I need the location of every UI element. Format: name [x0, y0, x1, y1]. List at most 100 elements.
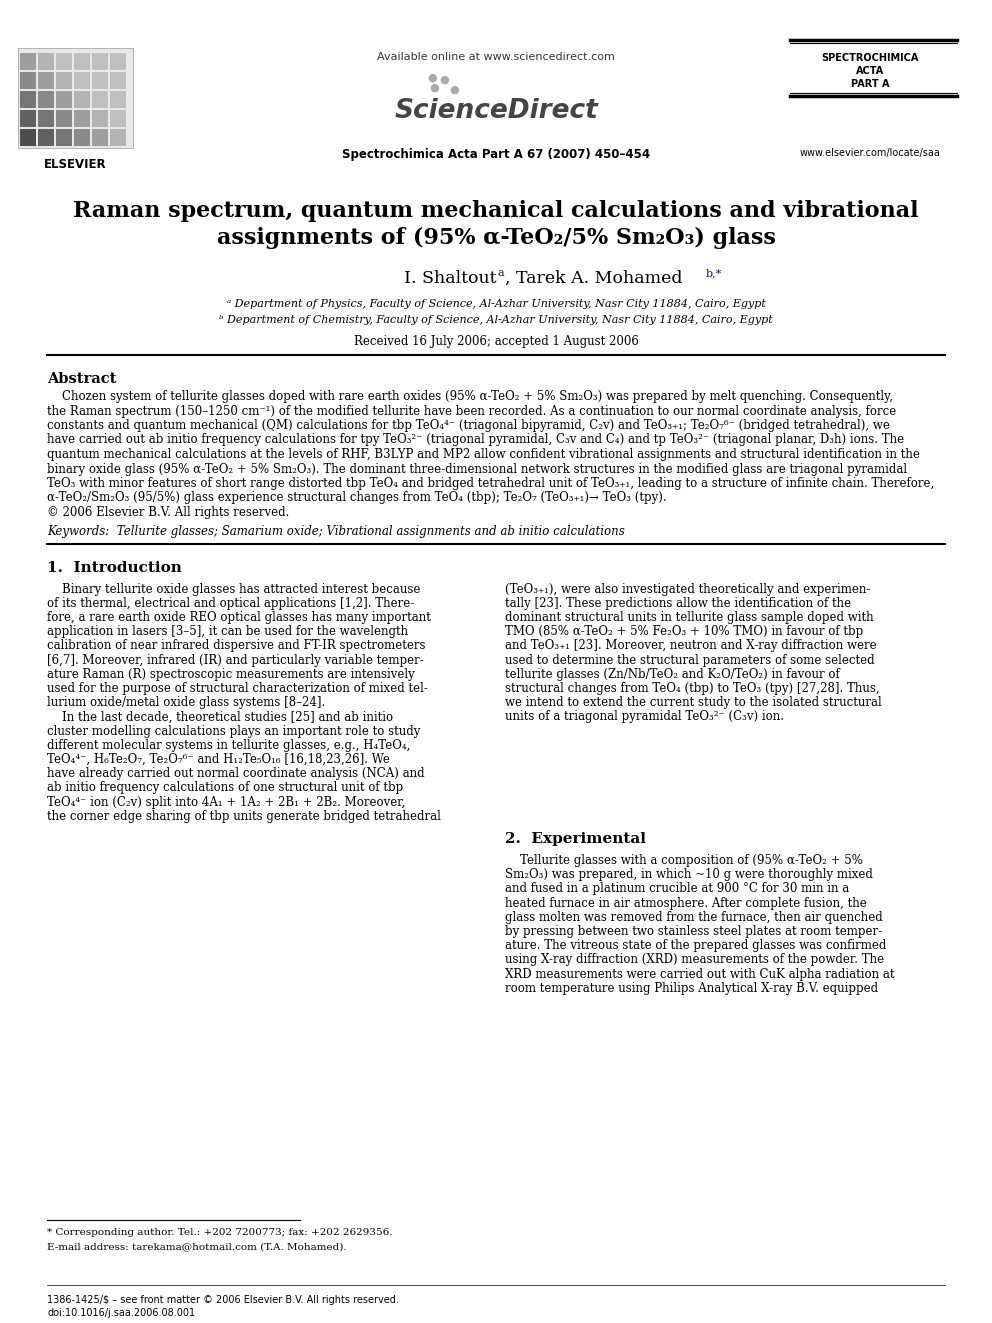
Text: have carried out ab initio frequency calculations for tpy TeO₃²⁻ (triagonal pyra: have carried out ab initio frequency cal… — [47, 434, 904, 446]
Bar — [74, 91, 90, 108]
Text: ●: ● — [449, 85, 459, 95]
Text: the Raman spectrum (150–1250 cm⁻¹) of the modified tellurite have been recorded.: the Raman spectrum (150–1250 cm⁻¹) of th… — [47, 405, 896, 418]
Text: ●: ● — [428, 73, 436, 83]
Text: Raman spectrum, quantum mechanical calculations and vibrational: Raman spectrum, quantum mechanical calcu… — [73, 200, 919, 222]
Text: www.elsevier.com/locate/saa: www.elsevier.com/locate/saa — [800, 148, 940, 157]
Text: used to determine the structural parameters of some selected: used to determine the structural paramet… — [505, 654, 875, 667]
Bar — [74, 130, 90, 146]
Text: TeO₄⁴⁻, H₆Te₂O₇, Te₂O₇⁶⁻ and H₁₂Te₅O₁₆ [16,18,23,26]. We: TeO₄⁴⁻, H₆Te₂O₇, Te₂O₇⁶⁻ and H₁₂Te₅O₁₆ [… — [47, 753, 390, 766]
Text: ACTA: ACTA — [856, 66, 884, 75]
Bar — [38, 91, 54, 108]
Text: Received 16 July 2006; accepted 1 August 2006: Received 16 July 2006; accepted 1 August… — [353, 335, 639, 348]
Bar — [20, 110, 36, 127]
Text: fore, a rare earth oxide REO optical glasses has many important: fore, a rare earth oxide REO optical gla… — [47, 611, 431, 624]
Bar — [20, 130, 36, 146]
Text: the corner edge sharing of tbp units generate bridged tetrahedral: the corner edge sharing of tbp units gen… — [47, 810, 440, 823]
Text: heated furnace in air atmosphere. After complete fusion, the: heated furnace in air atmosphere. After … — [505, 897, 867, 909]
Bar — [92, 53, 108, 70]
Text: ab initio frequency calculations of one structural unit of tbp: ab initio frequency calculations of one … — [47, 782, 404, 794]
Bar — [56, 53, 72, 70]
Text: of its thermal, electrical and optical applications [1,2]. There-: of its thermal, electrical and optical a… — [47, 597, 415, 610]
Text: TMO (85% α-TeO₂ + 5% Fe₂O₃ + 10% TMO) in favour of tbp: TMO (85% α-TeO₂ + 5% Fe₂O₃ + 10% TMO) in… — [505, 624, 863, 638]
Bar — [92, 130, 108, 146]
Text: b,*: b,* — [706, 269, 722, 278]
Text: ●: ● — [439, 75, 448, 85]
Bar — [18, 48, 133, 148]
Text: 1386-1425/$ – see front matter © 2006 Elsevier B.V. All rights reserved.: 1386-1425/$ – see front matter © 2006 El… — [47, 1295, 399, 1304]
Bar — [74, 110, 90, 127]
Bar — [92, 91, 108, 108]
Bar — [110, 91, 126, 108]
Text: calibration of near infrared dispersive and FT-IR spectrometers: calibration of near infrared dispersive … — [47, 639, 426, 652]
Text: by pressing between two stainless steel plates at room temper-: by pressing between two stainless steel … — [505, 925, 882, 938]
Text: units of a triagonal pyramidal TeO₃²⁻ (C₃v) ion.: units of a triagonal pyramidal TeO₃²⁻ (C… — [505, 710, 784, 724]
Text: we intend to extend the current study to the isolated structural: we intend to extend the current study to… — [505, 696, 882, 709]
Text: using X-ray diffraction (XRD) measurements of the powder. The: using X-ray diffraction (XRD) measuremen… — [505, 954, 884, 966]
Text: © 2006 Elsevier B.V. All rights reserved.: © 2006 Elsevier B.V. All rights reserved… — [47, 505, 290, 519]
Text: * Corresponding author. Tel.: +202 7200773; fax: +202 2629356.: * Corresponding author. Tel.: +202 72007… — [47, 1228, 393, 1237]
Bar — [92, 71, 108, 89]
Text: E-mail address: tarekama@hotmail.com (T.A. Mohamed).: E-mail address: tarekama@hotmail.com (T.… — [47, 1242, 346, 1252]
Text: ELSEVIER: ELSEVIER — [44, 157, 106, 171]
Text: Keywords:  Tellurite glasses; Samarium oxide; Vibrational assignments and ab ini: Keywords: Tellurite glasses; Samarium ox… — [47, 525, 625, 538]
Bar — [56, 130, 72, 146]
Text: I. Shaltout: I. Shaltout — [404, 270, 496, 287]
Text: 2.  Experimental: 2. Experimental — [505, 832, 646, 845]
Text: ᵇ Department of Chemistry, Faculty of Science, Al-Azhar University, Nasr City 11: ᵇ Department of Chemistry, Faculty of Sc… — [219, 315, 773, 325]
Text: ScienceDirect: ScienceDirect — [394, 98, 598, 124]
Bar — [74, 71, 90, 89]
Text: tally [23]. These predictions allow the identification of the: tally [23]. These predictions allow the … — [505, 597, 851, 610]
Text: XRD measurements were carried out with CuK alpha radiation at: XRD measurements were carried out with C… — [505, 967, 895, 980]
Text: quantum mechanical calculations at the levels of RHF, B3LYP and MP2 allow confid: quantum mechanical calculations at the l… — [47, 448, 920, 460]
Text: PART A: PART A — [851, 79, 889, 89]
Bar — [20, 53, 36, 70]
Text: a: a — [497, 269, 504, 278]
Text: different molecular systems in tellurite glasses, e.g., H₄TeO₄,: different molecular systems in tellurite… — [47, 738, 411, 751]
Text: glass molten was removed from the furnace, then air quenched: glass molten was removed from the furnac… — [505, 910, 883, 923]
Bar — [56, 91, 72, 108]
Text: and TeO₃₊₁ [23]. Moreover, neutron and X-ray diffraction were: and TeO₃₊₁ [23]. Moreover, neutron and X… — [505, 639, 877, 652]
Bar — [20, 71, 36, 89]
Text: Abstract: Abstract — [47, 372, 116, 386]
Text: assignments of (95% α-TeO₂/5% Sm₂O₃) glass: assignments of (95% α-TeO₂/5% Sm₂O₃) gla… — [216, 228, 776, 249]
Text: SPECTROCHIMICA: SPECTROCHIMICA — [821, 53, 919, 64]
Text: In the last decade, theoretical studies [25] and ab initio: In the last decade, theoretical studies … — [47, 710, 393, 724]
Text: and fused in a platinum crucible at 900 °C for 30 min in a: and fused in a platinum crucible at 900 … — [505, 882, 849, 896]
Text: , Tarek A. Mohamed: , Tarek A. Mohamed — [505, 270, 682, 287]
Text: dominant structural units in tellurite glass sample doped with: dominant structural units in tellurite g… — [505, 611, 874, 624]
Text: binary oxide glass (95% α-TeO₂ + 5% Sm₂O₃). The dominant three-dimensional netwo: binary oxide glass (95% α-TeO₂ + 5% Sm₂O… — [47, 463, 907, 475]
Text: Spectrochimica Acta Part A 67 (2007) 450–454: Spectrochimica Acta Part A 67 (2007) 450… — [342, 148, 650, 161]
Bar — [38, 53, 54, 70]
Bar — [110, 71, 126, 89]
Bar — [38, 71, 54, 89]
Text: (TeO₃₊₁), were also investigated theoretically and experimen-: (TeO₃₊₁), were also investigated theoret… — [505, 582, 870, 595]
Text: TeO₄⁴⁻ ion (C₂v) split into 4A₁ + 1A₂ + 2B₁ + 2B₂. Moreover,: TeO₄⁴⁻ ion (C₂v) split into 4A₁ + 1A₂ + … — [47, 795, 406, 808]
Text: structural changes from TeO₄ (tbp) to TeO₃ (tpy) [27,28]. Thus,: structural changes from TeO₄ (tbp) to Te… — [505, 681, 880, 695]
Text: ature Raman (R) spectroscopic measurements are intensively: ature Raman (R) spectroscopic measuremen… — [47, 668, 415, 681]
Text: room temperature using Philips Analytical X-ray B.V. equipped: room temperature using Philips Analytica… — [505, 982, 878, 995]
Text: ●: ● — [430, 83, 438, 93]
Text: doi:10.1016/j.saa.2006.08.001: doi:10.1016/j.saa.2006.08.001 — [47, 1308, 195, 1318]
Text: Tellurite glasses with a composition of (95% α-TeO₂ + 5%: Tellurite glasses with a composition of … — [505, 853, 863, 867]
Bar — [92, 110, 108, 127]
Bar — [110, 130, 126, 146]
Text: 1.  Introduction: 1. Introduction — [47, 561, 182, 574]
Text: α-TeO₂/Sm₂O₃ (95/5%) glass experience structural changes from TeO₄ (tbp); Te₂O₇ : α-TeO₂/Sm₂O₃ (95/5%) glass experience st… — [47, 492, 667, 504]
Text: cluster modelling calculations plays an important role to study: cluster modelling calculations plays an … — [47, 725, 421, 737]
Text: tellurite glasses (Zn/Nb/TeO₂ and K₂O/TeO₂) in favour of: tellurite glasses (Zn/Nb/TeO₂ and K₂O/Te… — [505, 668, 840, 681]
Text: Sm₂O₃) was prepared, in which ~10 g were thoroughly mixed: Sm₂O₃) was prepared, in which ~10 g were… — [505, 868, 873, 881]
Text: ᵃ Department of Physics, Faculty of Science, Al-Azhar University, Nasr City 1188: ᵃ Department of Physics, Faculty of Scie… — [226, 299, 766, 310]
Bar — [74, 53, 90, 70]
Bar — [56, 110, 72, 127]
Bar — [56, 71, 72, 89]
Text: [6,7]. Moreover, infrared (IR) and particularly variable temper-: [6,7]. Moreover, infrared (IR) and parti… — [47, 654, 424, 667]
Text: constants and quantum mechanical (QM) calculations for tbp TeO₄⁴⁻ (triagonal bip: constants and quantum mechanical (QM) ca… — [47, 419, 890, 433]
Text: TeO₃ with minor features of short range distorted tbp TeO₄ and bridged tetrahedr: TeO₃ with minor features of short range … — [47, 478, 934, 490]
Text: have already carried out normal coordinate analysis (NCA) and: have already carried out normal coordina… — [47, 767, 425, 781]
Bar — [38, 110, 54, 127]
Text: used for the purpose of structural characterization of mixed tel-: used for the purpose of structural chara… — [47, 681, 428, 695]
Bar — [110, 53, 126, 70]
Text: application in lasers [3–5], it can be used for the wavelength: application in lasers [3–5], it can be u… — [47, 624, 408, 638]
Text: lurium oxide/metal oxide glass systems [8–24].: lurium oxide/metal oxide glass systems [… — [47, 696, 325, 709]
Text: ature. The vitreous state of the prepared glasses was confirmed: ature. The vitreous state of the prepare… — [505, 939, 887, 953]
